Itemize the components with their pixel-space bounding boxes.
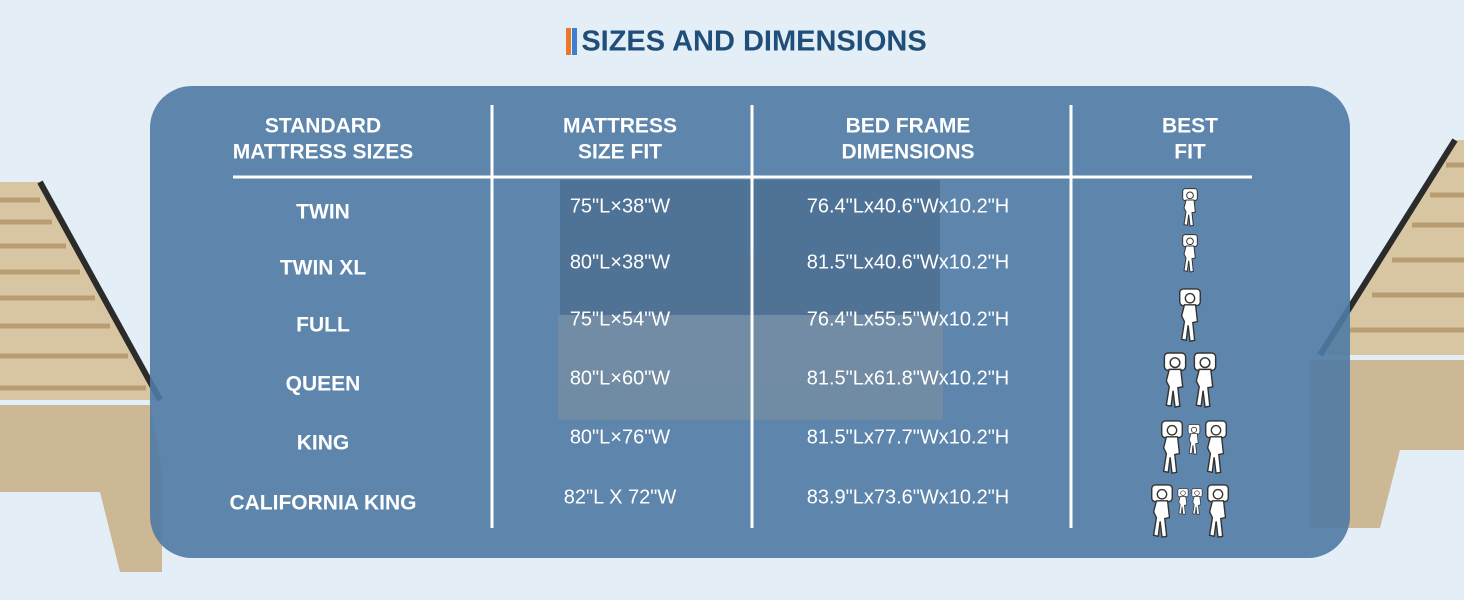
dimension-cell: 81.5"Lx40.6"Wx10.2"H	[807, 251, 1010, 273]
dimension-cell: 75"L×38"W	[570, 195, 670, 217]
title-accent	[572, 28, 577, 55]
bed-left	[0, 180, 163, 572]
column-header: MATTRESS SIZES	[233, 141, 413, 164]
column-header: DIMENSIONS	[841, 141, 974, 164]
dimension-cell: 76.4"Lx55.5"Wx10.2"H	[807, 308, 1010, 330]
column-header: SIZE FIT	[578, 141, 662, 164]
table-rules	[233, 105, 1252, 528]
dimension-cell: 80"L×60"W	[570, 367, 670, 389]
size-name: TWIN XL	[280, 257, 366, 280]
dimension-cell: 75"L×54"W	[570, 308, 670, 330]
size-name: CALIFORNIA KING	[229, 492, 416, 515]
column-header: FIT	[1174, 141, 1206, 164]
title: SIZES AND DIMENSIONS	[581, 26, 926, 58]
dimension-cell: 80"L×38"W	[570, 251, 670, 273]
dimension-cell: 82"L X 72"W	[564, 486, 677, 508]
column-header: BEST	[1162, 115, 1218, 138]
dimension-cell: 80"L×76"W	[570, 426, 670, 448]
dimension-cell: 81.5"Lx61.8"Wx10.2"H	[807, 367, 1010, 389]
column-header: MATTRESS	[563, 115, 677, 138]
table-panel	[150, 86, 1350, 558]
size-name: FULL	[296, 314, 350, 337]
column-header: STANDARD	[265, 115, 381, 138]
dimension-cell: 76.4"Lx40.6"Wx10.2"H	[807, 195, 1010, 217]
size-name: TWIN	[296, 201, 350, 224]
title-accent	[566, 28, 571, 55]
table: STANDARD MATTRESS SIZES MATTRESS SIZE FIT BE…	[229, 115, 1218, 515]
dimension-cell: 81.5"Lx77.7"Wx10.2"H	[807, 426, 1010, 448]
column-header: BED FRAME	[846, 115, 971, 138]
dimension-cell: 83.9"Lx73.6"Wx10.2"H	[807, 486, 1010, 508]
size-name: QUEEN	[286, 373, 361, 396]
size-name: KING	[297, 432, 350, 455]
